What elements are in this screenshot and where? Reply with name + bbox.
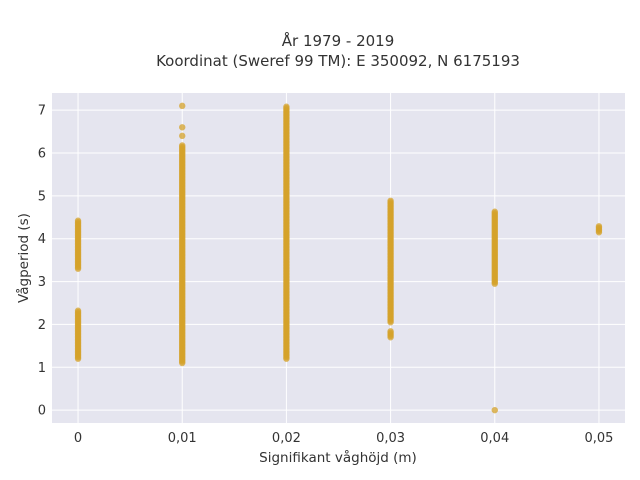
y-tick-label: 6 [38,147,46,162]
x-tick-label: 0,01 [168,431,197,446]
data-point [491,208,498,215]
y-tick-label: 2 [38,318,46,333]
x-tick-label: 0,02 [272,431,301,446]
grid-lines [52,93,625,423]
data-point [179,102,186,110]
data-point [179,124,186,131]
x-axis-label: Signifikant våghöjd (m) [259,449,417,466]
chart-title-line1: År 1979 - 2019 [282,31,395,50]
data-points [74,102,603,414]
data-point [491,406,498,414]
data-point [283,103,290,110]
x-tick-label: 0 [74,431,82,446]
data-point [74,217,82,224]
y-tick-label: 4 [38,232,46,247]
y-tick-label: 1 [38,361,46,376]
plot-area [52,93,625,423]
data-point [387,197,394,204]
y-tick-label: 0 [38,404,46,419]
y-tick-label: 5 [38,189,46,204]
y-tick-labels: 0 1 2 3 4 5 6 7 [38,104,46,419]
data-point [387,328,394,335]
x-tick-labels: 0 0,01 0,02 0,03 0,04 0,05 [74,431,614,446]
data-point [74,307,82,314]
chart-title-line2: Koordinat (Sweref 99 TM): E 350092, N 61… [156,52,520,70]
data-point [179,132,186,140]
y-axis-label: Vågperiod (s) [15,213,32,303]
data-point [595,223,603,230]
y-tick-label: 7 [38,104,46,119]
x-tick-label: 0,05 [584,431,613,446]
x-tick-label: 0,03 [376,431,405,446]
data-point [179,142,186,149]
x-tick-label: 0,04 [480,431,509,446]
y-tick-label: 3 [38,275,46,290]
